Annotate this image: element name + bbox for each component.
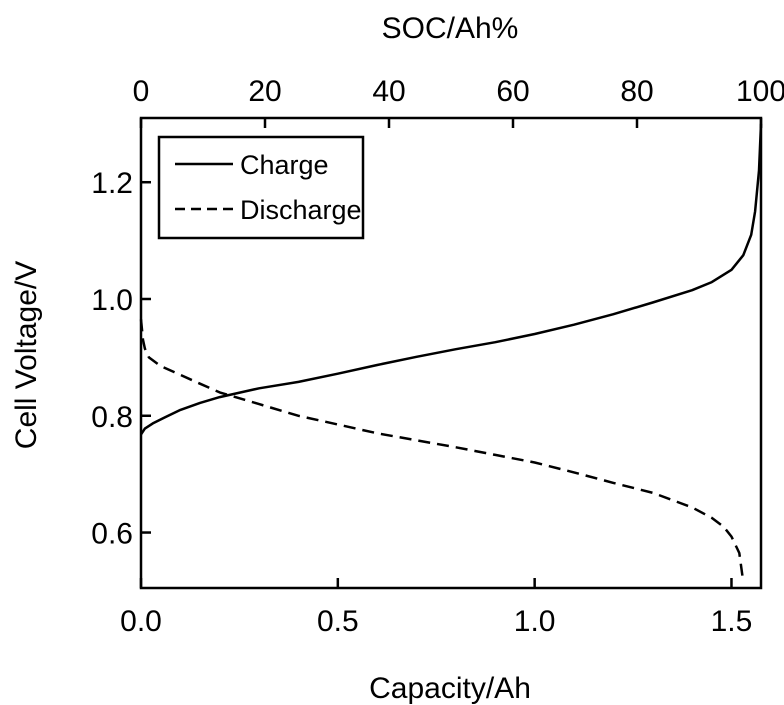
x2-tick-label: 60 (496, 75, 529, 108)
plot-frame (139, 116, 763, 590)
legend: Charge Discharge (157, 135, 365, 240)
y-tick-label: 1.2 (91, 167, 133, 200)
y-axis-title: Cell Voltage/V (10, 261, 43, 449)
data-lines (139, 123, 763, 583)
x2-tick-label: 80 (620, 75, 653, 108)
legend-charge-label: Charge (240, 150, 329, 180)
x2-tick-label: 20 (248, 75, 281, 108)
x-tick-label: 1.0 (514, 605, 556, 638)
bottom-axis-title: Capacity/Ah (369, 672, 531, 705)
y-tick-label: 0.6 (91, 518, 133, 551)
axis-ticks: 0.0 0.5 1.0 1.5 0 20 40 60 80 100 0.6 0.8 1.0 1.2 (91, 75, 784, 638)
legend-discharge-label: Discharge (240, 195, 362, 225)
x2-tick-label: 0 (133, 75, 150, 108)
x-tick-label: 0.5 (317, 605, 359, 638)
x2-tick-label: 40 (372, 75, 405, 108)
series-discharge-line (139, 319, 745, 583)
x2-tick-label: 100 (736, 75, 784, 108)
legend-box (157, 135, 365, 240)
x-tick-label: 1.5 (711, 605, 753, 638)
series-charge-line (139, 123, 763, 436)
x-tick-label: 0.0 (120, 605, 162, 638)
y-tick-label: 0.8 (91, 401, 133, 434)
top-axis-title: SOC/Ah% (382, 12, 519, 45)
y-tick-label: 1.0 (91, 284, 133, 317)
